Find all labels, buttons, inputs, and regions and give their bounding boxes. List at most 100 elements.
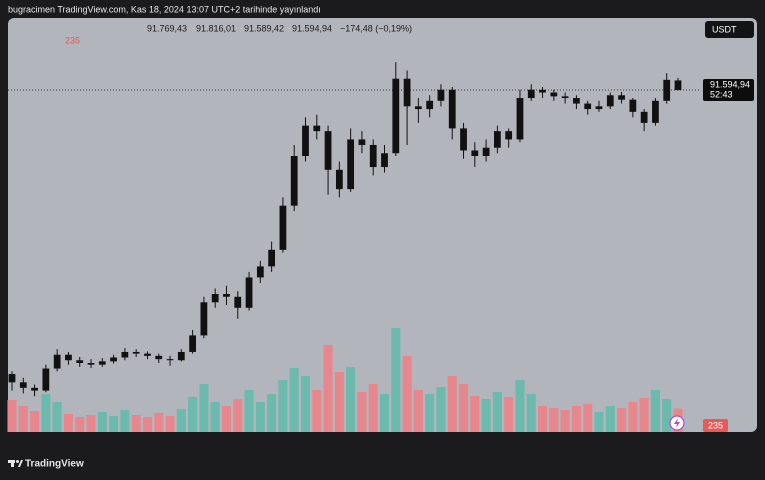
volume-bar <box>63 414 73 432</box>
candle-body <box>516 98 524 140</box>
volume-bar <box>120 410 130 432</box>
candle-body <box>550 92 558 97</box>
volume-label-box <box>703 419 728 432</box>
volume-bar <box>594 412 604 432</box>
candle-body <box>471 150 479 156</box>
candle-body <box>42 368 50 391</box>
currency-box[interactable] <box>705 21 754 38</box>
currency: USDT <box>712 24 737 34</box>
candle-body <box>618 95 625 100</box>
candle-body <box>392 78 400 154</box>
publish-title: bugracimen TradingView.com, Kas 18, 2024… <box>8 4 321 14</box>
candle-body <box>324 131 332 170</box>
volume-bar <box>278 380 288 432</box>
candle-body <box>177 351 185 361</box>
volume-last-label: 235 <box>708 420 723 430</box>
volume-bar <box>526 394 536 432</box>
volume-bar <box>560 410 570 432</box>
volume-bar <box>662 399 672 432</box>
brand: TradingView <box>25 459 84 470</box>
candle-body <box>573 98 580 104</box>
candle-body <box>53 354 61 369</box>
volume-bar <box>571 406 581 432</box>
candle-body <box>19 382 27 388</box>
volume-bar <box>628 402 638 432</box>
candle-body <box>663 79 671 101</box>
candle-body <box>505 131 513 140</box>
volume-bar <box>300 376 311 432</box>
candle-body <box>87 363 95 365</box>
volume-bar <box>199 384 209 432</box>
volume-bar <box>255 402 265 432</box>
ohlc-close: 91.594,94 <box>292 23 332 33</box>
volume-bar <box>447 376 457 432</box>
volume-bar <box>176 409 186 432</box>
candle-body <box>460 128 467 151</box>
plot <box>7 62 700 432</box>
volume-bar <box>188 397 198 432</box>
candle-body <box>65 354 72 361</box>
candle-body <box>448 89 456 129</box>
volume-bar <box>481 399 491 432</box>
volume-bar <box>86 415 96 432</box>
candle-body <box>347 139 355 190</box>
volume-bar <box>210 402 220 432</box>
candle-body <box>652 100 659 123</box>
last-price-label: 91.594,94 <box>710 79 750 89</box>
candle-body <box>426 100 434 110</box>
alert-bolt <box>674 418 680 428</box>
volume-bar <box>639 398 649 432</box>
volume-bar <box>142 417 152 432</box>
volume-bar <box>30 411 40 432</box>
candle-body <box>539 89 546 93</box>
candle-body <box>98 361 106 365</box>
countdown: 52:43 <box>710 89 733 99</box>
candle-body <box>155 355 163 360</box>
volume-bar <box>583 404 593 432</box>
candle-body <box>76 360 84 363</box>
volume-bar <box>334 372 344 432</box>
ohlc-low: 91.589,42 <box>244 23 284 33</box>
candle-body <box>189 335 196 352</box>
candle-body <box>414 106 422 110</box>
volume-bar <box>233 399 243 432</box>
volume-bar <box>425 394 435 432</box>
volume-bar <box>97 412 107 432</box>
volume-bar <box>402 356 412 432</box>
ohlc-high: 91.816,01 <box>196 23 236 33</box>
volume-bar <box>650 390 660 432</box>
volume-bar <box>18 406 28 432</box>
volume-bar <box>312 390 322 432</box>
volume-bar <box>52 402 62 432</box>
candle-body <box>437 89 445 101</box>
price-label-box <box>703 79 754 102</box>
volume-bar <box>470 396 480 432</box>
volume-bar <box>7 400 17 432</box>
candle-body <box>144 353 151 356</box>
volume-bar <box>75 417 85 432</box>
candle-body <box>223 294 230 297</box>
brand-logo <box>8 460 23 467</box>
volume-bar <box>41 394 51 432</box>
volume-bar <box>515 380 525 432</box>
candle-body <box>358 139 366 145</box>
volume-bar <box>154 413 164 432</box>
candle-body <box>403 78 411 107</box>
volume-bar <box>436 387 446 432</box>
volume-bar <box>538 406 548 432</box>
volume-bar <box>323 345 333 432</box>
candle-body <box>234 296 242 308</box>
volume-bar <box>492 392 502 432</box>
volume-bar <box>244 390 254 432</box>
volume-bar <box>221 406 231 432</box>
volume-legend: 235 <box>65 35 80 45</box>
candle-body <box>268 249 276 267</box>
candle-body <box>335 169 343 190</box>
candle-body <box>595 106 603 110</box>
volume-bar <box>109 416 119 432</box>
volume-bar <box>131 415 141 432</box>
candle-body <box>494 131 501 148</box>
candle-body <box>561 96 569 99</box>
volume-bar <box>289 368 299 432</box>
